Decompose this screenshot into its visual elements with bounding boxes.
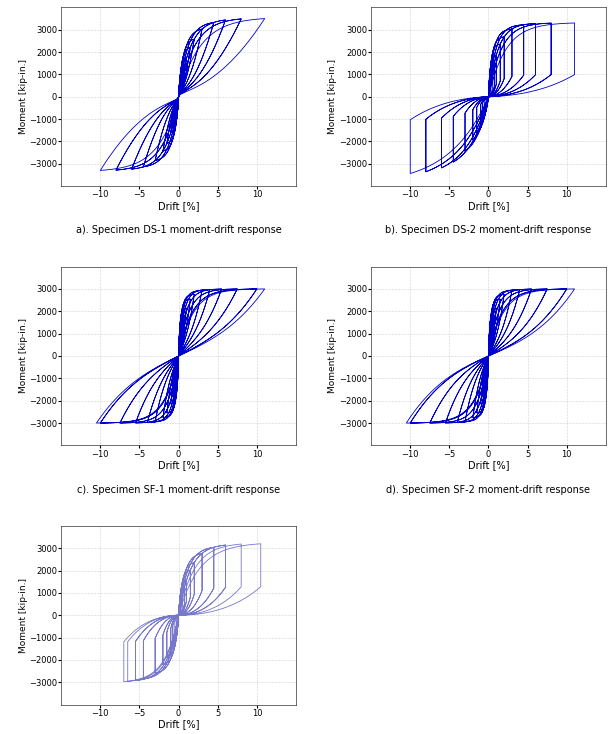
Y-axis label: Moment [kip-in.]: Moment [kip-in.]: [18, 59, 28, 134]
Y-axis label: Moment [kip-in.]: Moment [kip-in.]: [329, 319, 337, 393]
X-axis label: Drift [%]: Drift [%]: [468, 200, 509, 211]
X-axis label: Drift [%]: Drift [%]: [158, 719, 200, 729]
X-axis label: Drift [%]: Drift [%]: [158, 460, 200, 470]
Text: a). Specimen DS-1 moment-drift response: a). Specimen DS-1 moment-drift response: [76, 225, 282, 236]
X-axis label: Drift [%]: Drift [%]: [158, 200, 200, 211]
Text: c). Specimen SF-1 moment-drift response: c). Specimen SF-1 moment-drift response: [77, 484, 280, 495]
Y-axis label: Moment [kip-in.]: Moment [kip-in.]: [18, 578, 28, 653]
X-axis label: Drift [%]: Drift [%]: [468, 460, 509, 470]
Y-axis label: Moment [kip-in.]: Moment [kip-in.]: [18, 319, 28, 393]
Text: b). Specimen DS-2 moment-drift response: b). Specimen DS-2 moment-drift response: [386, 225, 592, 236]
Text: d). Specimen SF-2 moment-drift response: d). Specimen SF-2 moment-drift response: [387, 484, 591, 495]
Y-axis label: Moment [kip-in.]: Moment [kip-in.]: [329, 59, 337, 134]
